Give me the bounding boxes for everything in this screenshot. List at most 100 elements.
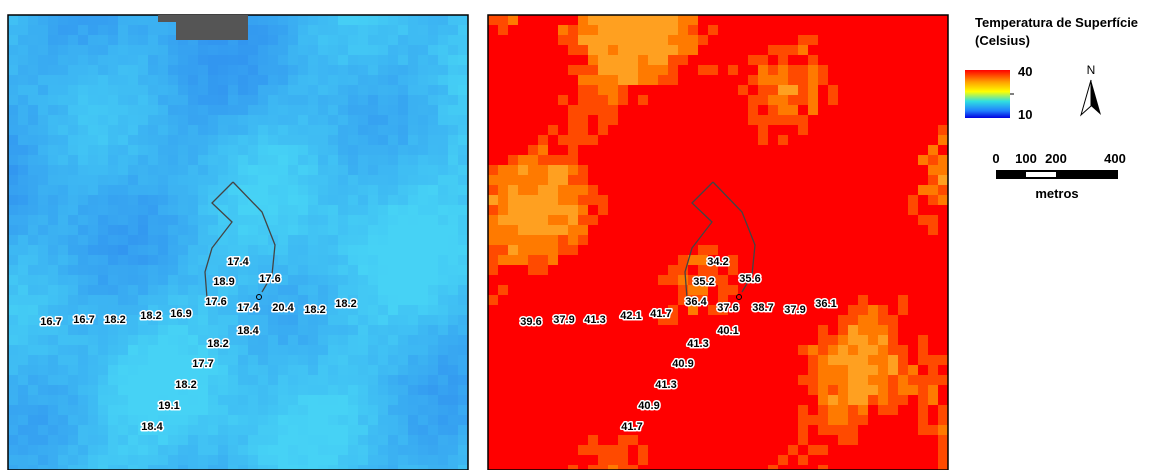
raster-cell bbox=[458, 75, 468, 85]
raster-cell bbox=[518, 135, 528, 145]
raster-cell bbox=[908, 155, 918, 165]
raster-cell bbox=[878, 305, 888, 315]
raster-cell bbox=[348, 455, 358, 465]
raster-cell bbox=[18, 75, 28, 85]
raster-cell bbox=[358, 205, 368, 215]
raster-cell bbox=[198, 95, 208, 105]
raster-cell bbox=[378, 95, 388, 105]
raster-cell bbox=[618, 155, 628, 165]
raster-cell bbox=[788, 35, 798, 45]
raster-cell bbox=[628, 85, 638, 95]
raster-cell bbox=[458, 155, 468, 165]
raster-cell bbox=[658, 275, 668, 285]
raster-cell bbox=[348, 115, 358, 125]
raster-cell bbox=[448, 25, 458, 35]
raster-cell bbox=[368, 215, 378, 225]
raster-cell bbox=[868, 435, 878, 445]
raster-cell bbox=[718, 215, 728, 225]
raster-cell bbox=[48, 115, 58, 125]
raster-cell bbox=[128, 175, 138, 185]
raster-cell bbox=[818, 135, 828, 145]
raster-cell bbox=[68, 445, 78, 455]
raster-cell bbox=[148, 45, 158, 55]
raster-cell bbox=[138, 325, 148, 335]
raster-cell bbox=[588, 45, 598, 55]
raster-cell bbox=[58, 225, 68, 235]
raster-cell bbox=[208, 415, 218, 425]
raster-cell bbox=[928, 435, 938, 445]
raster-cell bbox=[338, 405, 348, 415]
raster-cell bbox=[818, 115, 828, 125]
raster-cell bbox=[458, 395, 468, 405]
raster-cell bbox=[698, 155, 708, 165]
raster-cell bbox=[28, 25, 38, 35]
raster-cell bbox=[938, 445, 948, 455]
raster-cell bbox=[378, 375, 388, 385]
raster-cell bbox=[708, 425, 718, 435]
raster-cell bbox=[508, 25, 518, 35]
raster-cell bbox=[488, 35, 498, 45]
raster-cell bbox=[188, 455, 198, 465]
raster-cell bbox=[708, 345, 718, 355]
raster-cell bbox=[218, 135, 228, 145]
raster-cell bbox=[268, 75, 278, 85]
raster-cell bbox=[18, 165, 28, 175]
raster-cell bbox=[138, 345, 148, 355]
raster-cell bbox=[868, 45, 878, 55]
raster-cell bbox=[278, 195, 288, 205]
raster-cell bbox=[408, 195, 418, 205]
raster-cell bbox=[128, 155, 138, 165]
raster-cell bbox=[258, 225, 268, 235]
raster-cell bbox=[128, 225, 138, 235]
raster-cell bbox=[798, 25, 808, 35]
raster-cell bbox=[828, 255, 838, 265]
raster-cell bbox=[518, 345, 528, 355]
raster-cell bbox=[898, 145, 908, 155]
raster-cell bbox=[178, 245, 188, 255]
raster-cell bbox=[418, 105, 428, 115]
raster-cell bbox=[408, 95, 418, 105]
raster-cell bbox=[758, 185, 768, 195]
raster-cell bbox=[138, 65, 148, 75]
raster-cell bbox=[188, 145, 198, 155]
raster-cell bbox=[328, 105, 338, 115]
raster-cell bbox=[448, 55, 458, 65]
raster-cell bbox=[838, 195, 848, 205]
raster-cell bbox=[388, 225, 398, 235]
raster-cell bbox=[788, 335, 798, 345]
raster-cell bbox=[318, 155, 328, 165]
raster-cell bbox=[588, 285, 598, 295]
raster-cell bbox=[8, 445, 18, 455]
raster-cell bbox=[898, 375, 908, 385]
raster-cell bbox=[348, 345, 358, 355]
raster-cell bbox=[848, 225, 858, 235]
raster-cell bbox=[878, 415, 888, 425]
raster-cell bbox=[838, 75, 848, 85]
raster-cell bbox=[128, 125, 138, 135]
raster-cell bbox=[918, 15, 928, 25]
raster-cell bbox=[168, 185, 178, 195]
raster-cell bbox=[488, 15, 498, 25]
raster-cell bbox=[748, 215, 758, 225]
raster-cell bbox=[718, 155, 728, 165]
raster-cell bbox=[638, 355, 648, 365]
raster-cell bbox=[68, 45, 78, 55]
raster-cell bbox=[68, 175, 78, 185]
raster-cell bbox=[108, 285, 118, 295]
raster-cell bbox=[318, 185, 328, 195]
raster-cell bbox=[868, 155, 878, 165]
raster-cell bbox=[428, 305, 438, 315]
raster-cell bbox=[598, 215, 608, 225]
raster-cell bbox=[868, 105, 878, 115]
raster-cell bbox=[268, 185, 278, 195]
raster-cell bbox=[418, 405, 428, 415]
raster-cell bbox=[908, 165, 918, 175]
raster-cell bbox=[608, 235, 618, 245]
raster-cell bbox=[548, 425, 558, 435]
raster-cell bbox=[718, 425, 728, 435]
raster-cell bbox=[858, 165, 868, 175]
raster-cell bbox=[868, 135, 878, 145]
raster-cell bbox=[328, 95, 338, 105]
raster-cell bbox=[8, 255, 18, 265]
raster-cell bbox=[658, 435, 668, 445]
